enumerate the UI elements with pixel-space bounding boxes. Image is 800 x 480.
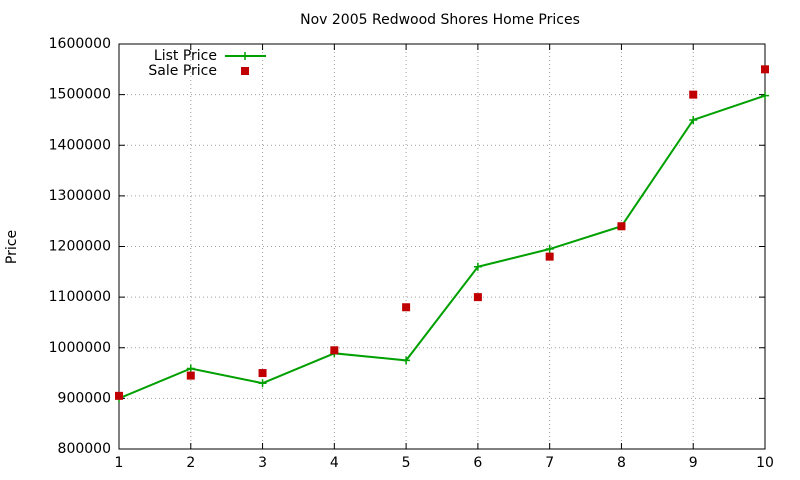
y-axis-label: Price bbox=[4, 230, 20, 264]
x-tick-label: 2 bbox=[186, 455, 195, 471]
x-tick-label: 6 bbox=[473, 455, 482, 471]
x-tick-label: 4 bbox=[330, 455, 339, 471]
x-tick-label: 3 bbox=[258, 455, 267, 471]
x-tick-label: 7 bbox=[545, 455, 554, 471]
x-tick-label: 8 bbox=[617, 455, 626, 471]
y-tick-label: 1400000 bbox=[49, 137, 111, 153]
point bbox=[402, 356, 411, 365]
legend-label: List Price bbox=[154, 48, 217, 64]
legend-swatch bbox=[241, 52, 249, 60]
point bbox=[761, 91, 769, 100]
y-tick-label: 1600000 bbox=[49, 36, 111, 52]
point bbox=[115, 391, 123, 400]
point bbox=[330, 346, 339, 355]
point bbox=[402, 303, 411, 312]
point bbox=[545, 245, 554, 254]
point bbox=[258, 369, 267, 378]
point bbox=[258, 379, 267, 388]
y-tick-label: 1500000 bbox=[49, 87, 111, 103]
x-tick-label: 5 bbox=[402, 455, 411, 471]
x-tick-label: 10 bbox=[756, 455, 774, 471]
legend-label: Sale Price bbox=[148, 63, 217, 79]
y-tick-label: 1200000 bbox=[49, 239, 111, 255]
point bbox=[761, 65, 769, 74]
y-tick-label: 800000 bbox=[58, 441, 111, 457]
point bbox=[689, 115, 698, 124]
plot-frame bbox=[118, 43, 766, 450]
y-tick-label: 1100000 bbox=[49, 289, 111, 305]
chart-title: Nov 2005 Redwood Shores Home Prices bbox=[300, 12, 580, 28]
y-tick-label: 900000 bbox=[58, 390, 111, 406]
line bbox=[118, 94, 766, 400]
point bbox=[186, 364, 195, 373]
legend-swatch bbox=[241, 67, 249, 75]
point bbox=[689, 90, 698, 99]
point bbox=[545, 252, 554, 261]
point bbox=[617, 222, 626, 231]
x-tick-label: 9 bbox=[689, 455, 698, 471]
point bbox=[473, 293, 482, 302]
point bbox=[473, 262, 482, 271]
x-tick-label: 1 bbox=[115, 455, 124, 471]
y-tick-label: 1300000 bbox=[49, 188, 111, 204]
point bbox=[186, 371, 195, 380]
y-tick-label: 1000000 bbox=[49, 340, 111, 356]
